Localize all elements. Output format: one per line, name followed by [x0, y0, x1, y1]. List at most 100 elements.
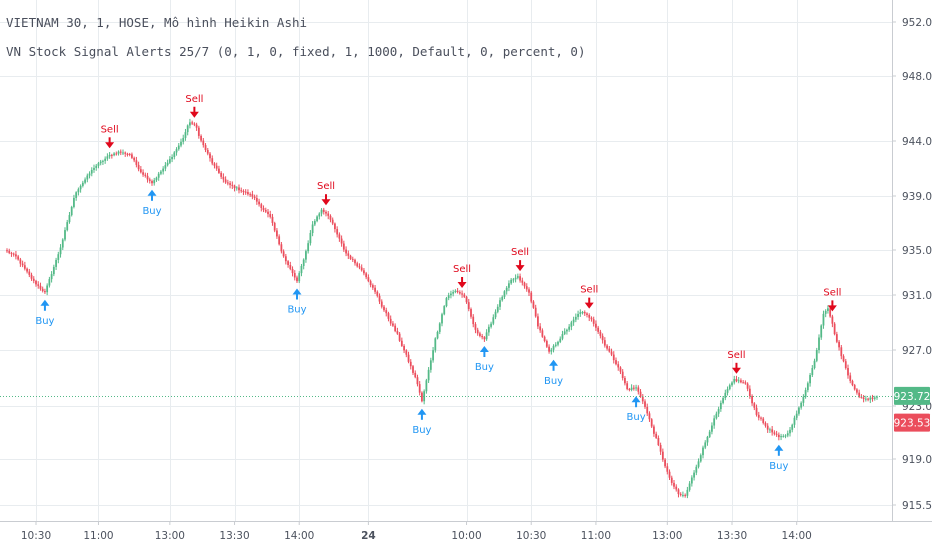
candle[interactable]: [164, 162, 167, 172]
candle[interactable]: [798, 406, 800, 416]
candle[interactable]: [184, 128, 187, 141]
candle[interactable]: [97, 161, 100, 169]
buy-signal[interactable]: Buy: [287, 288, 307, 316]
candle[interactable]: [847, 364, 849, 379]
candle[interactable]: [842, 354, 845, 363]
candle[interactable]: [815, 347, 818, 363]
candle[interactable]: [525, 283, 528, 292]
sell-signal[interactable]: Sell: [727, 350, 745, 374]
candle[interactable]: [510, 277, 513, 285]
candle[interactable]: [88, 171, 91, 179]
candle[interactable]: [148, 177, 151, 184]
candle[interactable]: [334, 222, 336, 233]
candle[interactable]: [461, 290, 463, 298]
candle[interactable]: [693, 470, 695, 481]
candle[interactable]: [37, 281, 40, 289]
candle[interactable]: [871, 394, 874, 402]
candle[interactable]: [238, 184, 240, 194]
candle[interactable]: [646, 403, 649, 416]
candle[interactable]: [740, 378, 742, 384]
candle[interactable]: [635, 384, 637, 391]
candle[interactable]: [211, 155, 214, 166]
candle[interactable]: [258, 198, 260, 207]
candle[interactable]: [46, 283, 49, 296]
candle[interactable]: [711, 422, 713, 435]
candle[interactable]: [592, 316, 595, 327]
candle[interactable]: [494, 309, 497, 320]
candle[interactable]: [862, 395, 865, 403]
candle[interactable]: [398, 331, 401, 342]
candle[interactable]: [264, 207, 267, 214]
candle[interactable]: [838, 339, 840, 351]
candle[interactable]: [666, 463, 669, 475]
candle[interactable]: [492, 314, 495, 326]
candle[interactable]: [479, 331, 481, 338]
candle[interactable]: [434, 337, 437, 353]
candle[interactable]: [789, 426, 791, 437]
candle[interactable]: [597, 325, 600, 334]
candle[interactable]: [128, 152, 131, 157]
sell-signal[interactable]: Sell: [511, 247, 529, 272]
candle[interactable]: [590, 316, 593, 322]
candle[interactable]: [784, 434, 787, 439]
candle[interactable]: [342, 240, 345, 252]
sell-signal[interactable]: Sell: [580, 285, 598, 309]
candle[interactable]: [583, 310, 586, 316]
buy-signal[interactable]: Buy: [544, 359, 563, 387]
candle[interactable]: [340, 235, 343, 247]
candle[interactable]: [427, 367, 430, 383]
candle[interactable]: [809, 372, 811, 387]
candle[interactable]: [177, 143, 180, 151]
candle[interactable]: [474, 322, 477, 334]
candle[interactable]: [313, 219, 316, 227]
candle[interactable]: [655, 431, 658, 440]
candle[interactable]: [369, 279, 372, 288]
candle[interactable]: [617, 361, 620, 371]
candle[interactable]: [844, 358, 847, 370]
candle[interactable]: [182, 134, 185, 145]
candle[interactable]: [512, 277, 515, 283]
candle[interactable]: [10, 251, 13, 257]
candle[interactable]: [820, 324, 823, 340]
candle[interactable]: [322, 207, 325, 215]
candle[interactable]: [93, 164, 95, 173]
candle[interactable]: [599, 329, 602, 339]
candle[interactable]: [688, 481, 691, 492]
candle[interactable]: [414, 370, 417, 379]
candle[interactable]: [367, 274, 370, 283]
candle[interactable]: [231, 181, 234, 190]
candle[interactable]: [737, 377, 740, 384]
candle[interactable]: [791, 423, 794, 433]
buy-signal[interactable]: Buy: [412, 408, 432, 436]
candle[interactable]: [204, 143, 207, 153]
candle[interactable]: [748, 385, 751, 399]
candle[interactable]: [490, 321, 492, 329]
candle[interactable]: [659, 442, 662, 455]
candle[interactable]: [559, 336, 562, 344]
candle[interactable]: [124, 151, 127, 157]
candle[interactable]: [450, 290, 452, 299]
candle[interactable]: [168, 156, 171, 165]
candle[interactable]: [780, 433, 782, 441]
candle[interactable]: [864, 395, 867, 402]
candle[interactable]: [499, 297, 501, 310]
candle[interactable]: [735, 375, 738, 383]
candle[interactable]: [811, 365, 814, 377]
candle[interactable]: [284, 253, 287, 265]
candle[interactable]: [153, 177, 156, 186]
candle[interactable]: [835, 331, 838, 344]
candle[interactable]: [626, 381, 629, 391]
candle[interactable]: [21, 260, 24, 268]
candle[interactable]: [873, 395, 876, 401]
candle[interactable]: [316, 215, 318, 223]
candle[interactable]: [117, 150, 120, 156]
candle[interactable]: [26, 267, 28, 274]
candle[interactable]: [443, 305, 446, 316]
candle[interactable]: [425, 378, 428, 394]
candle[interactable]: [771, 426, 774, 436]
candle[interactable]: [552, 344, 555, 353]
candle[interactable]: [851, 379, 854, 387]
candle[interactable]: [632, 385, 635, 391]
candle[interactable]: [523, 281, 526, 289]
